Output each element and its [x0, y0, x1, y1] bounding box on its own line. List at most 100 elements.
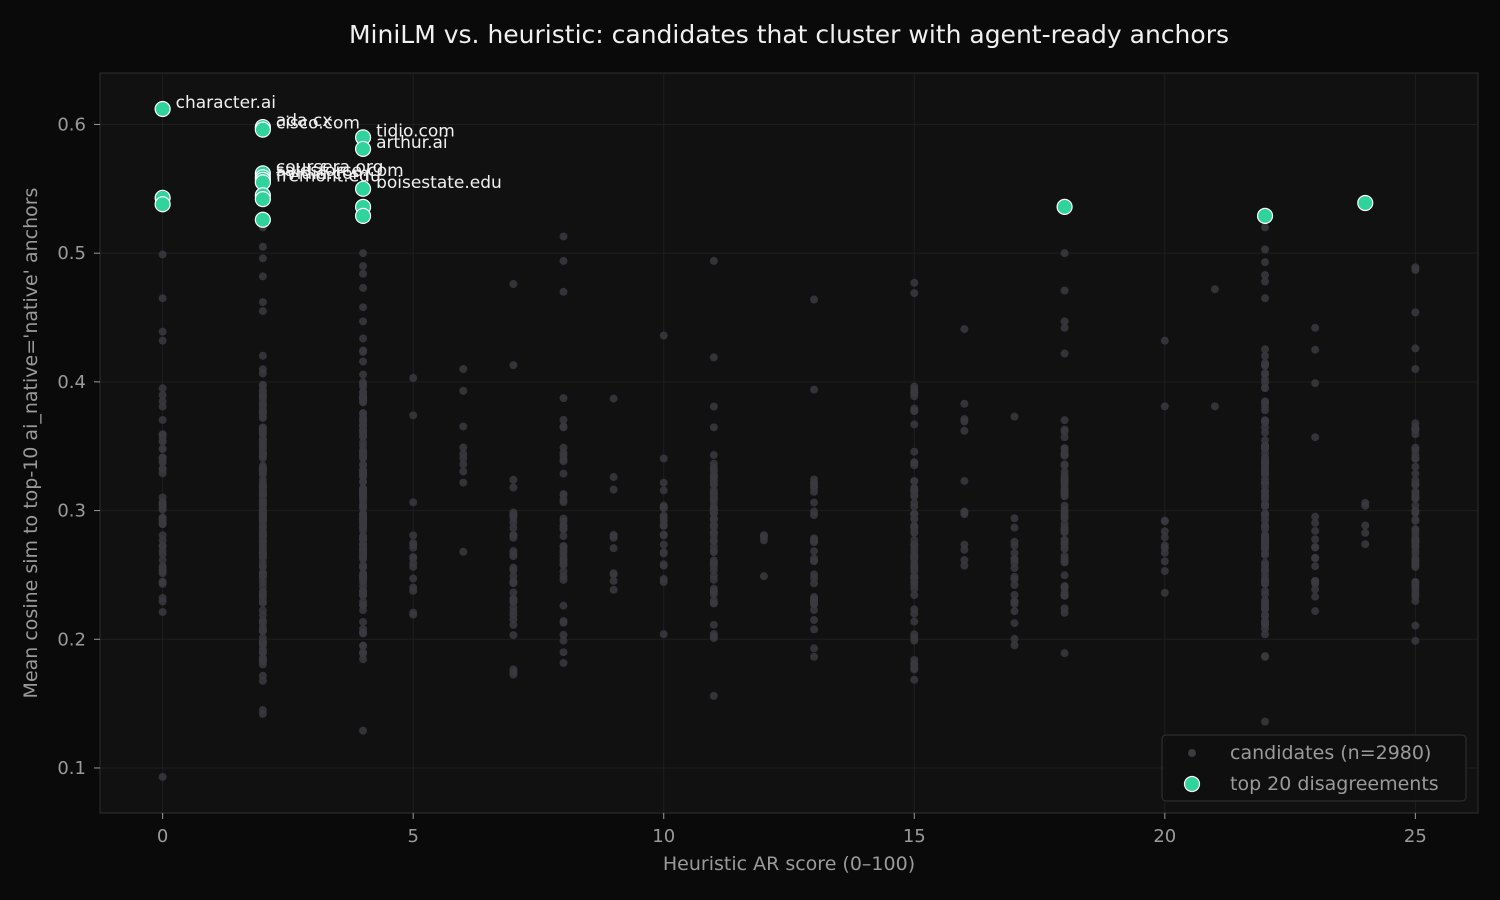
plot-area	[100, 73, 1478, 813]
candidate-point	[459, 547, 468, 556]
candidate-point	[1160, 548, 1169, 557]
candidate-point	[1261, 458, 1270, 467]
legend-box	[1161, 734, 1467, 802]
top20-point	[1056, 198, 1073, 215]
candidate-point	[709, 590, 718, 599]
candidate-point	[509, 361, 518, 370]
candidate-point	[1261, 478, 1270, 487]
candidate-point	[359, 468, 368, 477]
candidate-point	[258, 407, 267, 416]
candidate-point	[810, 547, 819, 556]
candidate-point	[910, 509, 919, 518]
candidate-point	[1210, 402, 1219, 411]
candidate-point	[258, 307, 267, 316]
candidate-point	[910, 420, 919, 429]
candidate-point	[509, 280, 518, 289]
candidate-point	[409, 538, 418, 547]
candidate-point	[509, 607, 518, 616]
candidate-point	[359, 346, 368, 355]
candidate-point	[1060, 608, 1069, 617]
candidate-point	[1060, 492, 1069, 501]
candidate-point	[1010, 412, 1019, 421]
candidate-point	[1311, 543, 1320, 552]
candidate-point	[559, 548, 568, 557]
candidate-point	[659, 501, 668, 510]
candidate-point	[1411, 501, 1420, 510]
candidate-point	[1361, 521, 1370, 530]
candidate-point	[1411, 636, 1420, 645]
x-tick-label: 0	[157, 826, 168, 847]
candidate-point	[1261, 351, 1270, 360]
candidate-point	[1060, 501, 1069, 510]
candidate-point	[1411, 446, 1420, 455]
candidate-point	[1411, 592, 1420, 601]
candidate-point	[1261, 492, 1270, 501]
candidate-point	[509, 483, 518, 492]
candidate-point	[709, 537, 718, 546]
candidate-point	[459, 443, 468, 452]
candidate-point	[910, 561, 919, 570]
candidate-point	[1261, 423, 1270, 432]
candidate-point	[709, 459, 718, 468]
legend-label-top20: top 20 disagreements	[1230, 773, 1439, 795]
candidate-point	[1311, 553, 1320, 562]
candidate-point	[659, 454, 668, 463]
y-tick-label: 0.4	[57, 372, 86, 393]
candidate-point	[910, 675, 919, 684]
candidate-point	[258, 532, 267, 541]
candidate-point	[1060, 460, 1069, 469]
candidate-point	[1010, 523, 1019, 532]
candidate-point	[559, 469, 568, 478]
candidate-point	[960, 510, 969, 519]
candidate-point	[1311, 535, 1320, 544]
candidate-point	[559, 532, 568, 541]
candidate-point	[659, 511, 668, 520]
candidate-point	[359, 628, 368, 637]
candidate-point	[709, 504, 718, 513]
top20-point	[254, 211, 271, 228]
candidate-point	[459, 460, 468, 469]
point-label: nvidia.com	[276, 164, 369, 184]
candidate-point	[258, 430, 267, 439]
candidate-point	[609, 394, 618, 403]
candidate-point	[1060, 286, 1069, 295]
candidate-point	[1261, 510, 1270, 519]
candidate-point	[1311, 585, 1320, 594]
candidate-point	[1060, 557, 1069, 566]
candidate-point	[258, 272, 267, 281]
candidate-point	[1411, 577, 1420, 586]
candidate-point	[659, 548, 668, 557]
plot-frame	[99, 72, 1479, 814]
candidate-point	[409, 374, 418, 383]
candidate-point	[409, 554, 418, 563]
candidate-point	[359, 522, 368, 531]
candidate-point	[1060, 590, 1069, 599]
candidate-point	[1010, 619, 1019, 628]
candidate-point	[960, 556, 969, 565]
candidate-point	[659, 540, 668, 549]
candidate-point	[1010, 554, 1019, 563]
candidate-point	[559, 394, 568, 403]
candidate-point	[810, 295, 819, 304]
candidate-point	[1160, 566, 1169, 575]
legend-marker-candidates	[1188, 749, 1196, 757]
candidate-point	[509, 578, 518, 587]
candidate-point	[359, 303, 368, 312]
candidate-point	[258, 511, 267, 520]
candidate-point	[158, 437, 167, 446]
candidate-point	[1060, 349, 1069, 358]
candidate-point	[559, 556, 568, 565]
candidate-point	[1060, 523, 1069, 532]
point-label: ada.cx	[276, 111, 332, 131]
x-tick-label: 25	[1404, 826, 1427, 847]
candidate-point	[359, 357, 368, 366]
top20-point	[1357, 194, 1374, 212]
candidate-point	[258, 655, 267, 664]
candidate-point	[409, 610, 418, 619]
candidate-point	[559, 495, 568, 504]
candidate-point	[1261, 500, 1270, 509]
candidate-point	[359, 262, 368, 271]
candidate-point	[810, 579, 819, 588]
